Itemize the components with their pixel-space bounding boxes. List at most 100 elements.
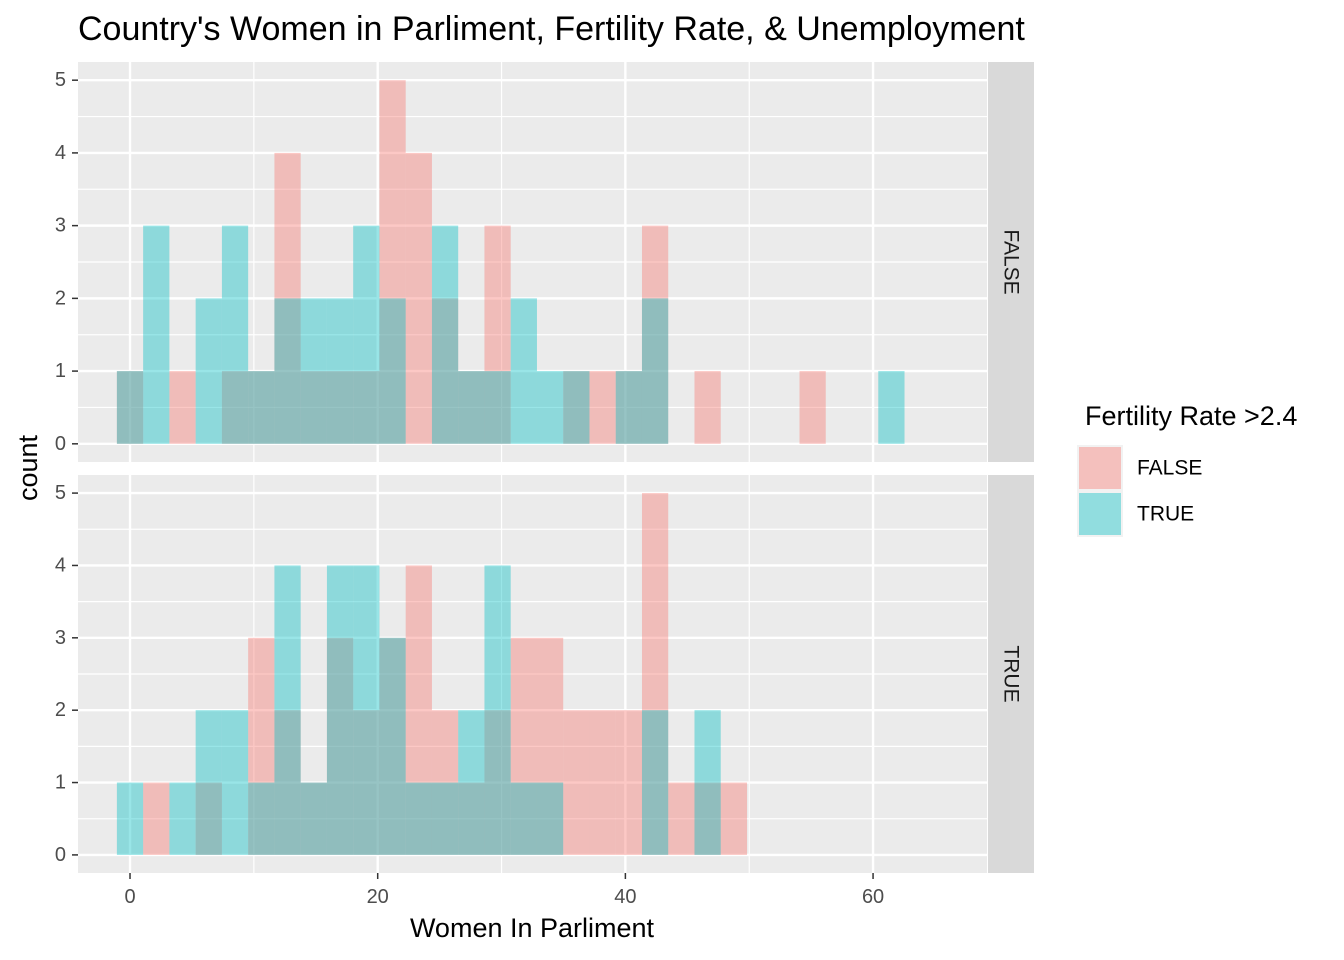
bar-true-true — [195, 710, 222, 855]
bar-true-true — [248, 782, 275, 855]
bar-true-true — [379, 637, 406, 855]
legend-key-background — [1077, 491, 1123, 537]
bar-true-false — [379, 637, 406, 855]
y-tick-label: 2 — [55, 699, 66, 721]
bar-true-true — [510, 782, 537, 855]
bar-false-false — [248, 371, 275, 444]
bar-true-false — [484, 710, 511, 855]
bar-true-true — [458, 710, 485, 855]
bar-true-true — [353, 565, 380, 855]
bar-false-false — [353, 371, 380, 444]
facet-strip — [988, 62, 1034, 462]
facet-panels: FALSE TRUE — [78, 62, 1034, 873]
facet-panel-true: TRUE — [78, 475, 1034, 873]
bar-false-false — [221, 371, 249, 444]
bar-true-true — [484, 565, 511, 855]
bar-false-false — [641, 225, 669, 444]
bar-true-false — [589, 710, 616, 855]
legend: Fertility Rate >2.4 FALSE TRUE — [1077, 401, 1297, 537]
bar-false-true — [878, 371, 905, 444]
bar-false-true — [248, 371, 275, 444]
bar-false-false — [799, 371, 826, 444]
bar-false-false — [379, 80, 406, 444]
bar-true-true — [694, 710, 721, 855]
bar-false-true — [431, 225, 459, 444]
y-tick-label: 3 — [55, 627, 66, 649]
bar-false-false — [694, 371, 721, 444]
bar-false-false — [431, 298, 459, 444]
bar-false-true — [615, 371, 642, 444]
y-axis: 0 1 2 3 4 5 0 1 2 3 4 5 — [55, 69, 78, 866]
legend-label-true: TRUE — [1137, 503, 1194, 526]
bar-false-false — [563, 371, 590, 444]
bar-true-false — [274, 710, 301, 855]
facet-strip-label: FALSE — [1000, 229, 1023, 294]
bar-false-true — [563, 371, 590, 444]
bar-false-true — [353, 225, 380, 444]
y-axis-title: count — [13, 434, 43, 501]
legend-label-false: FALSE — [1137, 457, 1202, 480]
bar-false-true — [300, 298, 327, 444]
bar-true-false — [615, 710, 642, 855]
bar-true-false — [510, 637, 537, 855]
bar-false-false — [274, 152, 301, 444]
legend-key-false — [1079, 447, 1121, 489]
x-axis: 0 20 40 60 — [124, 873, 884, 908]
x-tick-label: 0 — [124, 886, 135, 908]
bar-false-true — [536, 371, 564, 444]
bar-true-false — [195, 782, 222, 855]
bar-true-false — [563, 710, 590, 855]
bar-false-true — [116, 371, 144, 444]
bar-false-true — [510, 298, 537, 444]
bar-true-false — [641, 493, 669, 855]
y-tick-label: 1 — [55, 360, 66, 382]
bar-true-false — [405, 565, 432, 855]
bar-false-false — [116, 371, 144, 444]
bar-true-true — [116, 782, 144, 855]
bar-false-false — [326, 371, 354, 444]
bar-false-false — [300, 371, 327, 444]
y-tick-label: 5 — [55, 482, 66, 504]
y-tick-label: 0 — [55, 433, 66, 455]
legend-title: Fertility Rate >2.4 — [1085, 401, 1297, 431]
bar-true-false — [143, 782, 170, 855]
facet-strip — [988, 475, 1034, 873]
x-tick-label: 40 — [614, 886, 636, 908]
bar-false-true — [195, 298, 222, 444]
x-tick-label: 60 — [862, 886, 884, 908]
bar-false-true — [484, 371, 511, 444]
y-tick-label: 3 — [55, 215, 66, 237]
y-tick-label: 0 — [55, 844, 66, 866]
y-tick-label: 2 — [55, 287, 66, 309]
bar-true-true — [300, 782, 327, 855]
bar-false-true — [641, 298, 669, 444]
bar-true-false — [536, 637, 564, 855]
bar-false-false — [405, 152, 432, 444]
bar-true-true — [405, 782, 432, 855]
bar-true-false — [353, 710, 380, 855]
bar-true-false — [326, 637, 354, 855]
legend-key-true — [1079, 493, 1121, 535]
bar-false-false — [615, 371, 642, 444]
y-tick-label: 4 — [55, 142, 66, 164]
legend-key-background — [1077, 445, 1123, 491]
bar-true-false — [720, 782, 747, 855]
bar-true-true — [169, 782, 196, 855]
bar-true-true — [274, 565, 301, 855]
bar-false-true — [274, 298, 301, 444]
bar-true-true — [326, 565, 354, 855]
bar-false-false — [484, 225, 511, 444]
bar-true-true — [641, 710, 669, 855]
bar-true-false — [248, 637, 275, 855]
bar-true-false — [694, 782, 721, 855]
facet-panel-false: FALSE — [78, 62, 1034, 462]
y-tick-label: 1 — [55, 772, 66, 794]
bar-true-false — [458, 782, 485, 855]
facet-strip-label: TRUE — [1000, 645, 1023, 702]
chart-title: Country's Women in Parliment, Fertility … — [78, 10, 1025, 48]
bar-false-false — [458, 371, 485, 444]
bar-true-true — [221, 710, 249, 855]
bar-true-true — [536, 782, 564, 855]
y-tick-label: 4 — [55, 554, 66, 576]
